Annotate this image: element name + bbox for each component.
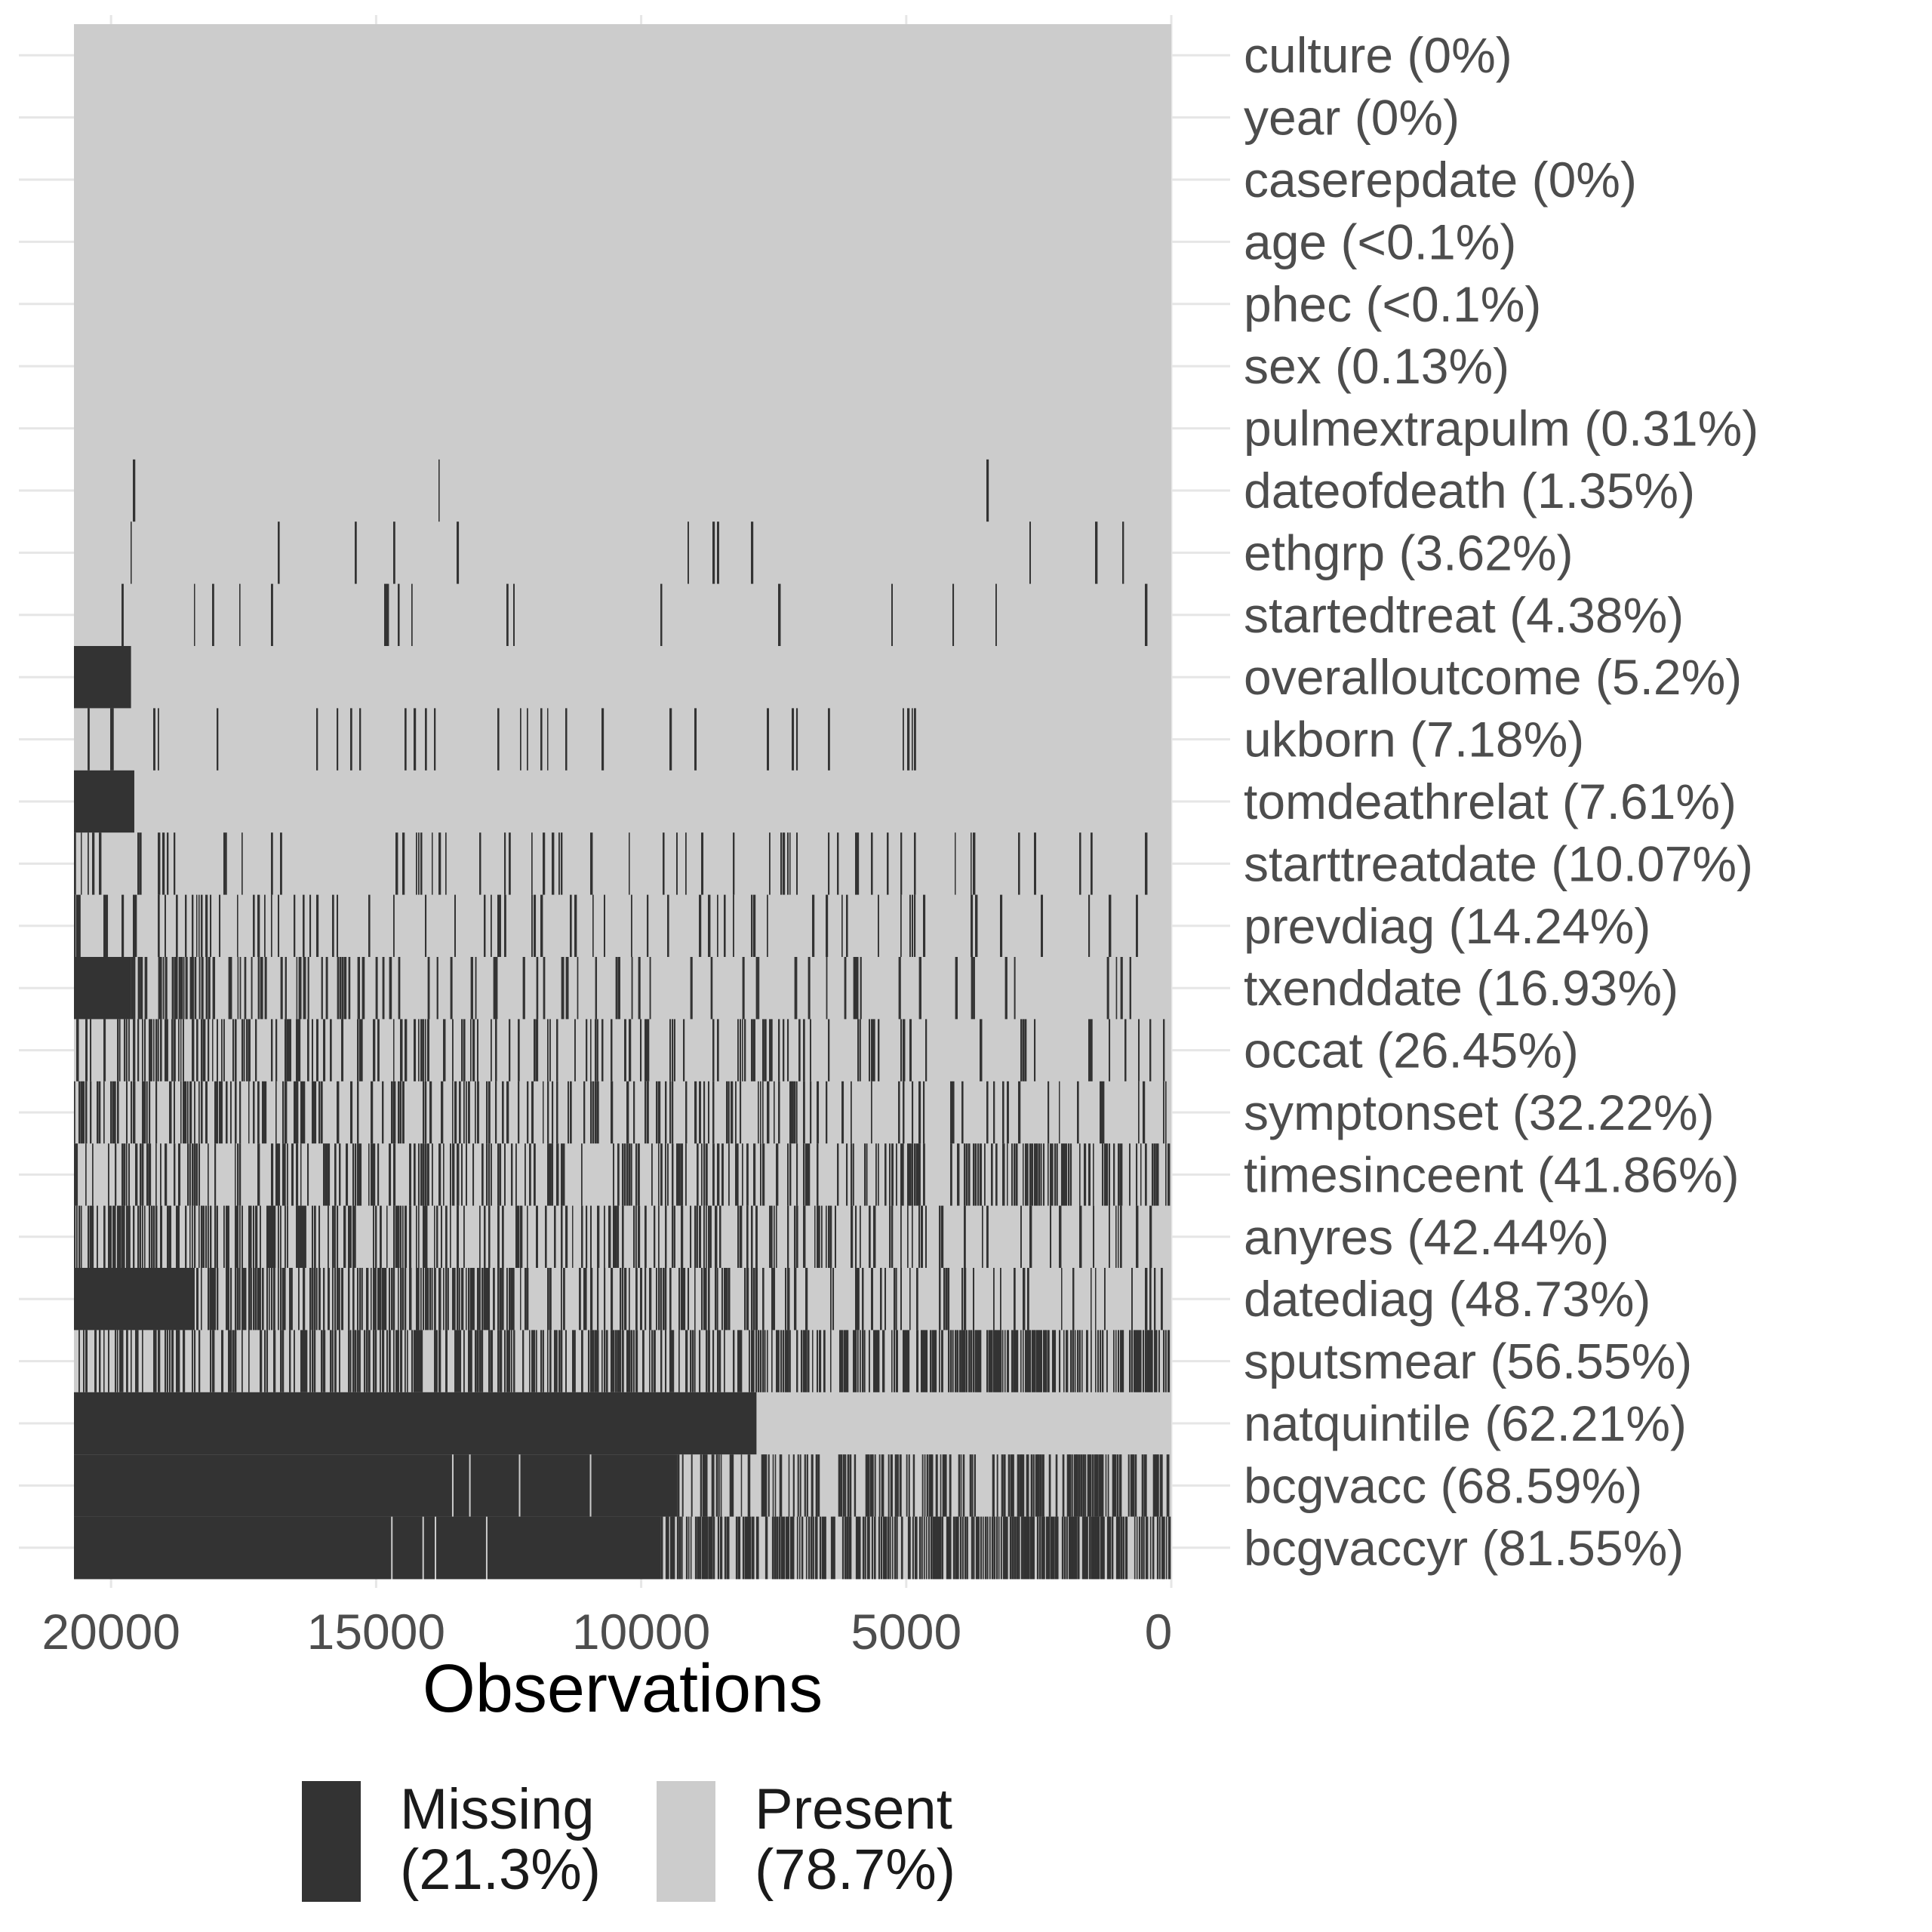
- row-caserepdate: [74, 148, 1171, 211]
- legend-label-present: Present: [755, 1777, 952, 1841]
- missing-marks-natquintile: [74, 1392, 757, 1455]
- x-axis-title: Observations: [423, 1651, 823, 1727]
- row-symptonset: [74, 1081, 1171, 1144]
- missing-marks-occat: [76, 1019, 1165, 1082]
- row-starttreatdate: [74, 832, 1171, 896]
- x-tick-label: 0: [1145, 1604, 1173, 1660]
- missing-marks-starttreatdate: [74, 832, 1148, 896]
- variable-label-natquintile: natquintile (62.21%): [1244, 1395, 1687, 1451]
- missing-marks-sputsmear: [78, 1330, 1171, 1393]
- variable-label-datediag: datediag (48.73%): [1244, 1271, 1651, 1327]
- missing-marks-overalloutcome: [74, 646, 131, 709]
- row-occat: [74, 1019, 1171, 1082]
- missing-marks-tomdeathrelat: [74, 770, 134, 833]
- missing-marks-ukborn: [88, 708, 916, 771]
- missing-marks-ethgrp: [131, 521, 1124, 585]
- variable-label-year: year (0%): [1244, 90, 1460, 146]
- variable-label-txenddate: txenddate (16.93%): [1244, 960, 1678, 1016]
- row-age: [74, 211, 1171, 274]
- row-prevdiag: [74, 894, 1171, 958]
- row-tomdeathrelat: [74, 770, 1171, 833]
- missing-marks-startedtreat: [122, 583, 1148, 647]
- legend-swatch-present: [657, 1781, 715, 1902]
- variable-label-age: age (<0.1%): [1244, 214, 1516, 269]
- row-startedtreat: [74, 583, 1171, 647]
- row-txenddate: [74, 957, 1171, 1020]
- variable-label-occat: occat (26.45%): [1244, 1023, 1579, 1078]
- variable-label-starttreatdate: starttreatdate (10.07%): [1244, 835, 1753, 891]
- variable-label-culture: culture (0%): [1244, 27, 1512, 83]
- x-tick-label: 10000: [572, 1604, 711, 1660]
- legend-swatch-missing: [302, 1781, 361, 1902]
- heatmap-panel: [74, 24, 1171, 1580]
- variable-labels: culture (0%) year (0%) caserepdate (0%) age…: [1244, 27, 1758, 1576]
- variable-label-timesinceent: timesinceent (41.86%): [1244, 1146, 1740, 1202]
- x-tick-label: 15000: [307, 1604, 446, 1660]
- legend-pct-missing: (21.3%): [400, 1838, 601, 1902]
- missing-marks-prevdiag: [74, 894, 1138, 958]
- row-overalloutcome: [74, 646, 1171, 709]
- row-dateofdeath: [74, 459, 1171, 522]
- variable-label-sex: sex (0.13%): [1244, 338, 1509, 394]
- variable-label-ethgrp: ethgrp (3.62%): [1244, 525, 1574, 580]
- variable-label-symptonset: symptonset (32.22%): [1244, 1084, 1715, 1140]
- missing-marks-symptonset: [74, 1081, 1167, 1144]
- missing-block: [74, 957, 131, 1020]
- missing-marks-txenddate: [74, 957, 1132, 1020]
- variable-label-caserepdate: caserepdate (0%): [1244, 152, 1637, 208]
- missing-marks-dateofdeath: [133, 459, 989, 522]
- missing-marks-bcgvacc: [74, 1454, 1170, 1518]
- variable-label-tomdeathrelat: tomdeathrelat (7.61%): [1244, 774, 1737, 829]
- row-pulmextrapulm: [74, 397, 1171, 460]
- variable-label-ukborn: ukborn (7.18%): [1244, 712, 1584, 768]
- variable-label-pulmextrapulm: pulmextrapulm (0.31%): [1244, 401, 1758, 457]
- x-tick-label: 20000: [42, 1604, 180, 1660]
- variable-label-prevdiag: prevdiag (14.24%): [1244, 898, 1651, 954]
- missing-block: [74, 1392, 757, 1455]
- row-culture: [74, 24, 1171, 87]
- variable-label-anyres: anyres (42.44%): [1244, 1209, 1609, 1265]
- missing-marks-timesinceent: [74, 1143, 1171, 1207]
- missing-marks-bcgvaccyr: [74, 1516, 1171, 1580]
- variable-label-overalloutcome: overalloutcome (5.2%): [1244, 649, 1742, 705]
- missing-block: [74, 646, 131, 709]
- row-sex: [74, 335, 1171, 398]
- variable-label-phec: phec (<0.1%): [1244, 276, 1541, 332]
- variable-label-sputsmear: sputsmear (56.55%): [1244, 1334, 1692, 1389]
- variable-label-dateofdeath: dateofdeath (1.35%): [1244, 463, 1695, 518]
- x-tick-label: 5000: [851, 1604, 961, 1660]
- x-axis-tick-labels: 20000 15000 10000 5000 0: [42, 1604, 1172, 1660]
- variable-label-bcgvacc: bcgvacc (68.59%): [1244, 1457, 1642, 1513]
- legend: Missing (21.3%) Present (78.7%): [302, 1777, 1057, 1917]
- missing-marks-datediag: [74, 1268, 1163, 1331]
- missing-marks-anyres: [74, 1205, 1152, 1269]
- row-ukborn: [74, 708, 1171, 771]
- legend-pct-present: (78.7%): [755, 1838, 956, 1902]
- variable-label-bcgvaccyr: bcgvaccyr (81.55%): [1244, 1520, 1684, 1576]
- row-ethgrp: [74, 521, 1171, 585]
- row-year: [74, 86, 1171, 149]
- variable-label-startedtreat: startedtreat (4.38%): [1244, 587, 1684, 643]
- row-phec: [74, 272, 1171, 336]
- legend-label-missing: Missing: [400, 1777, 595, 1841]
- missing-block: [74, 770, 134, 833]
